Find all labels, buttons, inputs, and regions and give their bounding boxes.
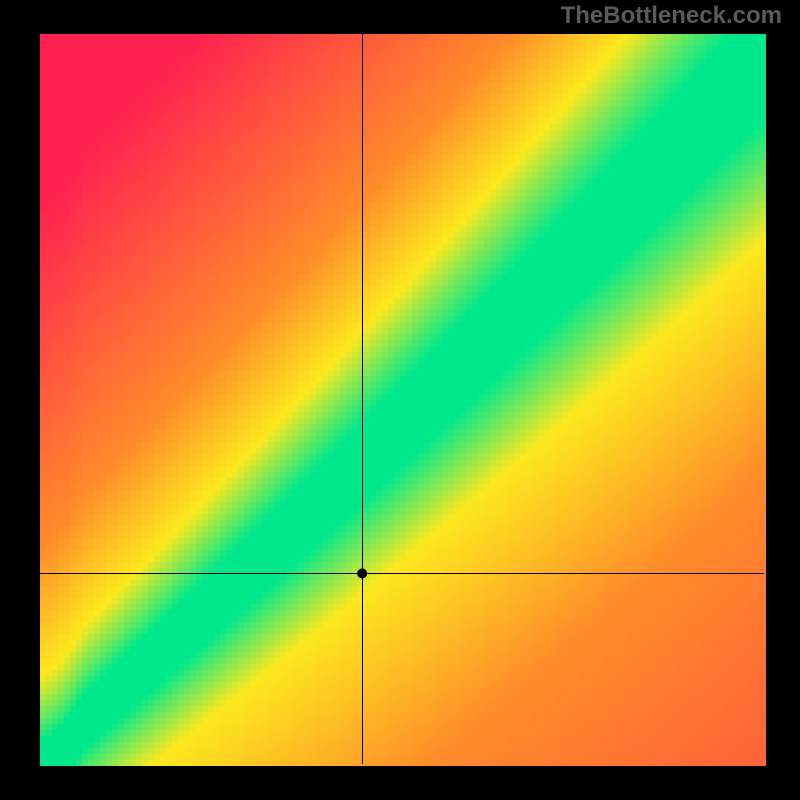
watermark-text: TheBottleneck.com <box>561 2 782 30</box>
chart-container: TheBottleneck.com <box>0 0 800 800</box>
heatmap-canvas <box>0 0 800 800</box>
